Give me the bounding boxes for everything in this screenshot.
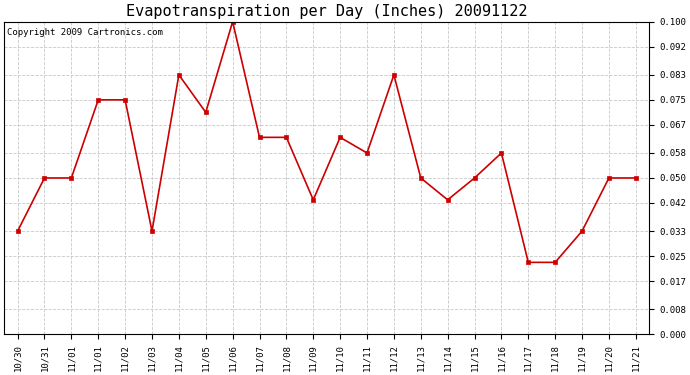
Text: Copyright 2009 Cartronics.com: Copyright 2009 Cartronics.com: [8, 28, 164, 37]
Title: Evapotranspiration per Day (Inches) 20091122: Evapotranspiration per Day (Inches) 2009…: [126, 4, 527, 19]
